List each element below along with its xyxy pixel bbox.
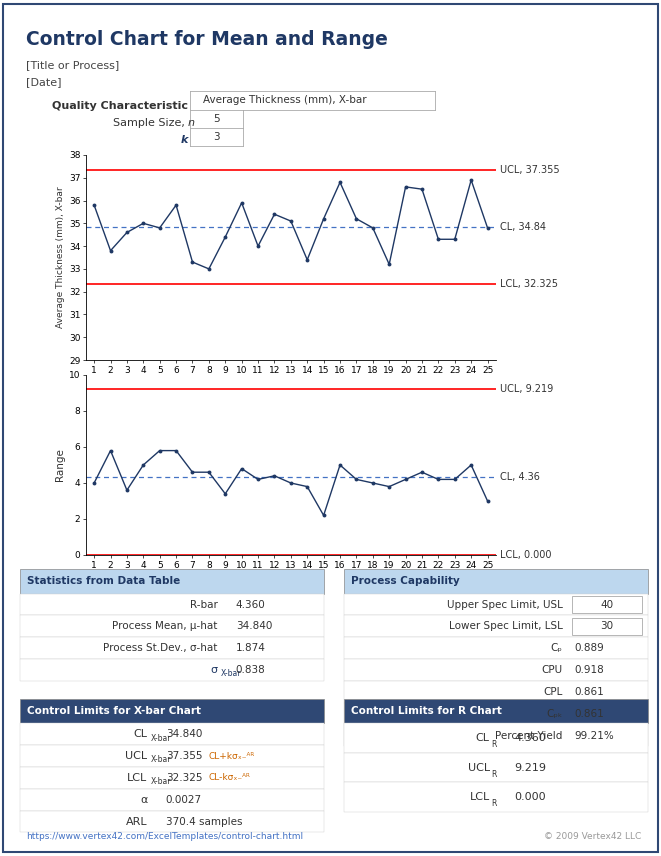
FancyBboxPatch shape xyxy=(20,745,324,767)
Text: 370.4 samples: 370.4 samples xyxy=(166,817,243,827)
FancyBboxPatch shape xyxy=(344,703,648,724)
Text: X-bar: X-bar xyxy=(151,734,171,743)
Text: CL-kσₓ₋ᴬᴿ: CL-kσₓ₋ᴬᴿ xyxy=(208,773,251,782)
FancyBboxPatch shape xyxy=(572,618,642,634)
FancyBboxPatch shape xyxy=(344,615,648,637)
Text: 0.838: 0.838 xyxy=(236,665,266,675)
Text: Control Limits for X-bar Chart: Control Limits for X-bar Chart xyxy=(28,706,202,716)
Text: CPU: CPU xyxy=(541,665,563,675)
FancyBboxPatch shape xyxy=(20,811,324,832)
Text: 0.889: 0.889 xyxy=(575,643,605,653)
FancyBboxPatch shape xyxy=(344,724,648,746)
Text: 34.840: 34.840 xyxy=(166,729,202,740)
Text: 0.918: 0.918 xyxy=(575,665,605,675)
Text: 3: 3 xyxy=(214,132,220,142)
Text: X-bar: X-bar xyxy=(151,755,171,764)
X-axis label: Sample #: Sample # xyxy=(265,377,317,387)
Text: Percent Yield: Percent Yield xyxy=(495,730,563,740)
Text: Cₚ: Cₚ xyxy=(551,643,563,653)
FancyBboxPatch shape xyxy=(20,698,324,723)
Text: LCL, 32.325: LCL, 32.325 xyxy=(500,279,558,289)
FancyBboxPatch shape xyxy=(20,789,324,811)
Text: Process St.Dev., σ-hat: Process St.Dev., σ-hat xyxy=(103,643,217,653)
Text: Process Mean, μ-hat: Process Mean, μ-hat xyxy=(112,621,217,632)
X-axis label: Sample #: Sample # xyxy=(265,573,317,582)
Text: n: n xyxy=(188,118,195,128)
Text: 1.874: 1.874 xyxy=(236,643,266,653)
Text: Average Thickness (mm), X-bar: Average Thickness (mm), X-bar xyxy=(202,95,366,105)
FancyBboxPatch shape xyxy=(344,782,648,811)
Text: UCL, 37.355: UCL, 37.355 xyxy=(500,164,560,175)
FancyBboxPatch shape xyxy=(344,681,648,703)
Text: UCL, 9.219: UCL, 9.219 xyxy=(500,384,553,394)
FancyBboxPatch shape xyxy=(344,753,648,782)
Text: R: R xyxy=(491,770,496,779)
Text: 37.355: 37.355 xyxy=(166,751,202,761)
Text: ARL: ARL xyxy=(126,817,147,827)
FancyBboxPatch shape xyxy=(20,569,324,593)
Text: UCL: UCL xyxy=(126,751,147,761)
Text: CL: CL xyxy=(134,729,147,740)
FancyBboxPatch shape xyxy=(344,569,648,593)
FancyBboxPatch shape xyxy=(344,698,648,723)
FancyBboxPatch shape xyxy=(20,615,324,637)
FancyBboxPatch shape xyxy=(20,637,324,659)
Text: 0.000: 0.000 xyxy=(514,792,545,802)
Text: [Title or Process]: [Title or Process] xyxy=(26,60,120,70)
Text: 32.325: 32.325 xyxy=(166,773,202,783)
FancyBboxPatch shape xyxy=(20,659,324,681)
Text: 4.360: 4.360 xyxy=(236,599,266,609)
Text: 0.861: 0.861 xyxy=(575,687,605,697)
Text: [Date]: [Date] xyxy=(26,77,62,87)
Text: 4.360: 4.360 xyxy=(514,733,546,743)
Text: Upper Spec Limit, USL: Upper Spec Limit, USL xyxy=(447,599,563,609)
FancyBboxPatch shape xyxy=(344,723,648,753)
Text: 0.0027: 0.0027 xyxy=(166,794,202,805)
Text: 34.840: 34.840 xyxy=(236,621,272,632)
Y-axis label: Average Thickness (mm), X-bar: Average Thickness (mm), X-bar xyxy=(56,187,65,329)
Text: Sample Size,: Sample Size, xyxy=(113,118,188,128)
Text: Control Chart for Mean and Range: Control Chart for Mean and Range xyxy=(26,30,388,49)
Text: σ: σ xyxy=(210,665,217,675)
Text: https://www.vertex42.com/ExcelTemplates/control-chart.html: https://www.vertex42.com/ExcelTemplates/… xyxy=(26,831,303,841)
Text: k: k xyxy=(181,135,188,146)
Text: Lower Spec Limit, LSL: Lower Spec Limit, LSL xyxy=(449,621,563,632)
Text: 9.219: 9.219 xyxy=(514,763,546,773)
Text: Statistics from Data Table: Statistics from Data Table xyxy=(28,576,180,586)
Text: Control Limits for R Chart: Control Limits for R Chart xyxy=(352,706,502,716)
Text: UCL: UCL xyxy=(467,763,490,773)
Text: X-bar: X-bar xyxy=(151,777,171,787)
FancyBboxPatch shape xyxy=(344,593,648,615)
FancyBboxPatch shape xyxy=(20,593,324,615)
Text: CL, 4.36: CL, 4.36 xyxy=(500,472,540,482)
Text: 5: 5 xyxy=(214,114,220,124)
Text: α: α xyxy=(140,794,147,805)
Text: 40: 40 xyxy=(600,599,613,609)
Text: CPL: CPL xyxy=(543,687,563,697)
Text: LCL: LCL xyxy=(469,792,490,802)
Text: R-bar: R-bar xyxy=(190,599,217,609)
Text: 99.21%: 99.21% xyxy=(575,730,615,740)
Text: LCL, 0.000: LCL, 0.000 xyxy=(500,550,551,560)
Text: Quality Characteristic: Quality Characteristic xyxy=(52,101,188,111)
FancyBboxPatch shape xyxy=(20,723,324,745)
Y-axis label: Range: Range xyxy=(55,449,65,481)
FancyBboxPatch shape xyxy=(344,659,648,681)
Text: CL: CL xyxy=(476,733,490,743)
Text: CL+kσₓ₋ᴬᴿ: CL+kσₓ₋ᴬᴿ xyxy=(208,752,254,761)
FancyBboxPatch shape xyxy=(344,637,648,659)
Text: 0.861: 0.861 xyxy=(575,709,605,719)
FancyBboxPatch shape xyxy=(20,767,324,789)
Text: Cₚₖ: Cₚₖ xyxy=(546,709,563,719)
Text: R: R xyxy=(491,799,496,808)
Text: CL, 34.84: CL, 34.84 xyxy=(500,222,546,232)
Text: R: R xyxy=(491,740,496,749)
Text: X-bar: X-bar xyxy=(221,669,241,679)
Text: LCL: LCL xyxy=(128,773,147,783)
FancyBboxPatch shape xyxy=(572,596,642,613)
Text: Process Capability: Process Capability xyxy=(352,576,460,586)
Text: © 2009 Vertex42 LLC: © 2009 Vertex42 LLC xyxy=(544,831,641,841)
Text: 30: 30 xyxy=(600,621,613,632)
